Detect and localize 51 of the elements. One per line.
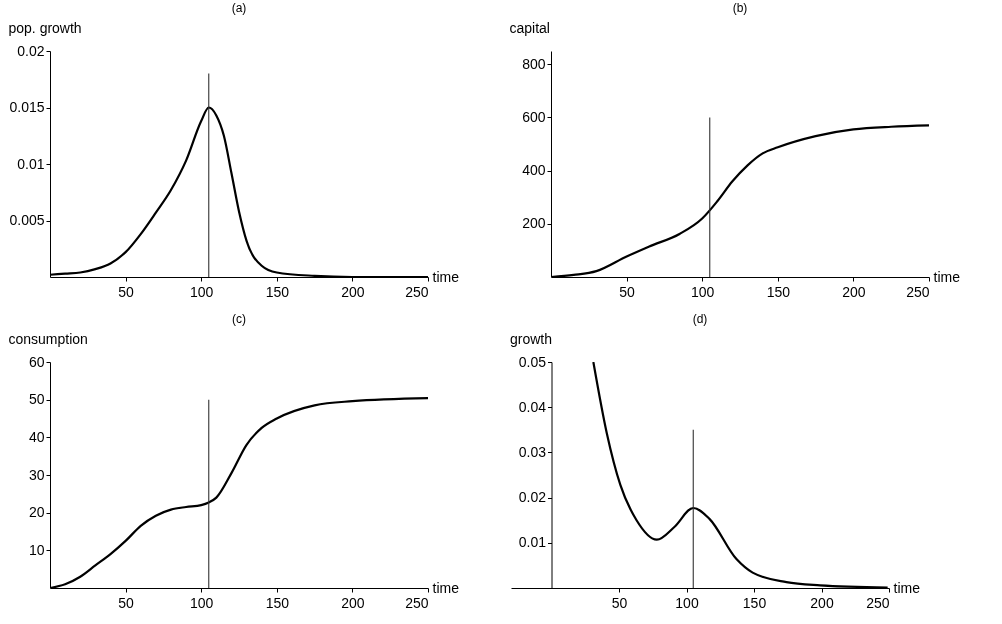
x-tick-label: 150 <box>742 594 767 611</box>
x-tick-label: 100 <box>691 283 715 300</box>
y-tick-label: 0.05 <box>518 353 547 370</box>
x-tick-label: 50 <box>118 594 135 611</box>
x-tick-label: 50 <box>619 283 636 300</box>
y-tick-label: 600 <box>522 108 546 125</box>
y-tick-label: 40 <box>28 428 45 445</box>
x-tick-label: 200 <box>810 594 834 611</box>
x-tick-label: 100 <box>190 283 214 300</box>
x-tick-label: 200 <box>341 283 365 300</box>
x-axis-title: time <box>432 268 460 285</box>
x-tick-label: 150 <box>766 283 791 300</box>
y-tick-label: 20 <box>28 504 45 521</box>
y-tick-label: 0.005 <box>9 212 45 228</box>
y-tick-label: 400 <box>522 162 546 179</box>
y-tick-label: 0.015 <box>9 99 45 115</box>
x-tick-label: 50 <box>611 594 628 611</box>
y-axis-title: capital <box>509 19 550 36</box>
chart-title: (d) <box>692 312 708 326</box>
x-tick-label: 250 <box>405 594 429 611</box>
y-tick-label: 30 <box>28 466 45 483</box>
chart-title: (a) <box>231 1 247 15</box>
x-tick-label: 150 <box>265 283 290 300</box>
y-tick-label: 800 <box>522 55 546 72</box>
x-tick-label: 150 <box>265 594 290 611</box>
y-tick-label: 60 <box>28 353 45 370</box>
y-tick-label: 10 <box>28 541 45 558</box>
x-tick-label: 250 <box>405 283 429 300</box>
y-tick-label: 0.03 <box>518 443 547 460</box>
y-axis-title: consumption <box>8 330 88 347</box>
y-tick-label: 0.01 <box>17 155 45 172</box>
chart-title: (b) <box>732 1 748 15</box>
x-tick-label: 250 <box>906 283 930 300</box>
x-tick-label: 250 <box>866 594 890 611</box>
y-axis-title: growth <box>510 330 553 347</box>
x-axis-title: time <box>933 268 961 285</box>
x-axis-title: time <box>893 579 921 596</box>
y-tick-label: 0.04 <box>518 398 547 415</box>
y-axis-title: pop. growth <box>8 19 82 36</box>
x-tick-label: 200 <box>341 594 365 611</box>
x-axis-title: time <box>432 579 460 596</box>
x-tick-label: 50 <box>118 283 135 300</box>
y-tick-label: 200 <box>522 215 546 232</box>
x-tick-label: 200 <box>842 283 866 300</box>
x-tick-label: 100 <box>190 594 214 611</box>
chart-title: (c) <box>232 312 246 326</box>
x-tick-label: 100 <box>675 594 699 611</box>
y-tick-label: 0.02 <box>518 489 547 506</box>
y-tick-label: 50 <box>28 391 45 408</box>
y-tick-label: 0.02 <box>17 42 45 59</box>
y-tick-label: 0.01 <box>518 534 547 551</box>
